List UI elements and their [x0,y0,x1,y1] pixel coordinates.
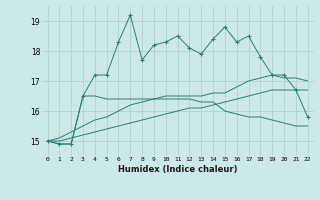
X-axis label: Humidex (Indice chaleur): Humidex (Indice chaleur) [118,165,237,174]
